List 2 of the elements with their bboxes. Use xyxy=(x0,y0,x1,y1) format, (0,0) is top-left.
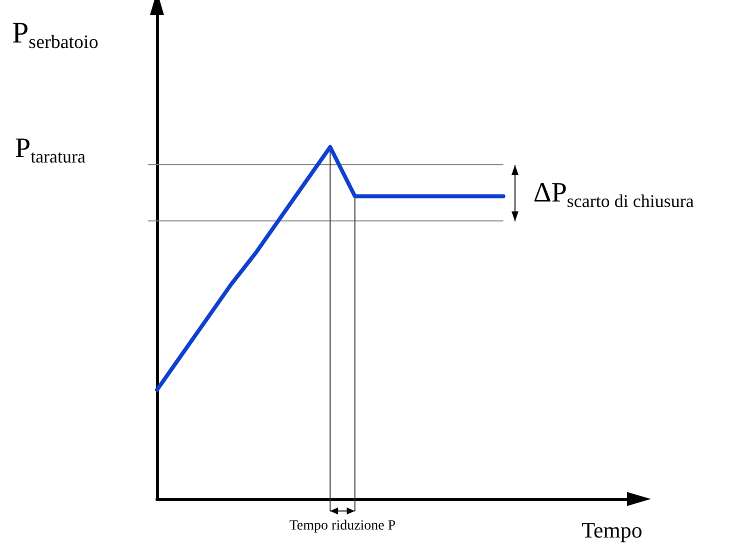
x-axis-title: Tempo xyxy=(582,518,642,542)
text: Tempo riduzione P xyxy=(289,518,396,534)
